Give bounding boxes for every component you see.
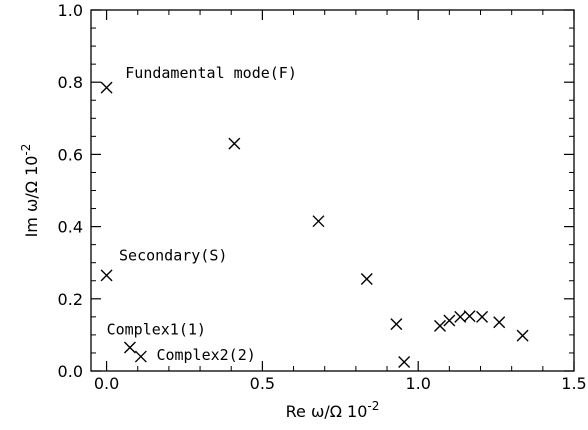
data-point [312, 215, 325, 228]
data-point [493, 316, 506, 329]
data-points [100, 81, 529, 368]
annotation-label: Complex1(1) [107, 320, 206, 338]
data-point [123, 341, 136, 354]
x-tick-label: 1.0 [405, 374, 430, 393]
y-tick-label: 0.6 [58, 145, 83, 164]
x-tick-label: 0.5 [250, 374, 275, 393]
data-point [516, 329, 529, 342]
x-tick-label: 1.5 [561, 374, 586, 393]
x-axis-ticks: 0.0 0.5 1.0 1.5 [94, 10, 587, 393]
data-point [434, 319, 447, 332]
data-point [454, 310, 467, 323]
data-point [476, 310, 489, 323]
data-point [398, 355, 411, 368]
annotation-label: Fundamental mode(F) [125, 64, 297, 82]
data-point [100, 81, 113, 94]
y-tick-label: 0.2 [58, 290, 83, 309]
x-tick-label: 0.0 [94, 374, 119, 393]
y-axis-ticks: 0.0 0.2 0.4 0.6 0.8 1.0 [58, 1, 574, 381]
data-point [134, 350, 147, 363]
data-point [463, 310, 476, 323]
y-tick-label: 0.4 [58, 218, 83, 237]
data-point [228, 137, 241, 150]
data-point [360, 272, 373, 285]
y-tick-label: 0.0 [58, 362, 83, 381]
data-point [443, 314, 456, 327]
data-point [390, 318, 403, 331]
annotation-label: Complex2(2) [156, 346, 255, 364]
y-axis-label: Im ω/Ω 10-2 [19, 144, 41, 238]
annotation-label: Secondary(S) [119, 246, 227, 264]
y-tick-label: 0.8 [58, 73, 83, 92]
x-axis-label: Re ω/Ω 10-2 [286, 399, 380, 421]
y-tick-label: 1.0 [58, 1, 83, 20]
annotations: Fundamental mode(F) Secondary(S) Complex1(… [107, 64, 297, 364]
data-point [100, 269, 113, 282]
